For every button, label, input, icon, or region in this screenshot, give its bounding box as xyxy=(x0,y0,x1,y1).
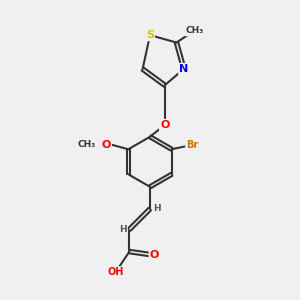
Text: O: O xyxy=(102,140,111,150)
Text: O: O xyxy=(160,120,169,130)
Text: CH₃: CH₃ xyxy=(78,140,96,149)
Text: N: N xyxy=(179,64,188,74)
Text: Br: Br xyxy=(186,140,198,150)
Text: OH: OH xyxy=(108,267,124,277)
Text: H: H xyxy=(119,225,127,234)
Text: O: O xyxy=(150,250,159,260)
Text: S: S xyxy=(146,30,154,40)
Text: CH₃: CH₃ xyxy=(185,26,203,35)
Text: H: H xyxy=(153,204,160,213)
